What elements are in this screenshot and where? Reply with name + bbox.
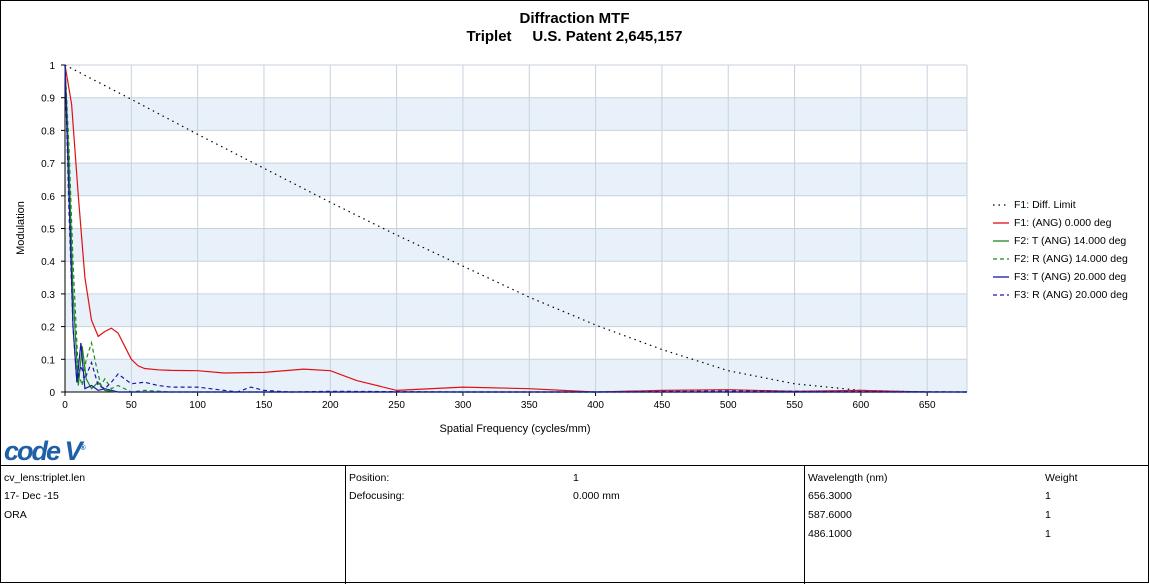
defocus-label: Defocusing: (349, 490, 405, 502)
legend-item-6: F3: R (ANG) 20.000 deg (992, 286, 1128, 304)
codev-logo: code V® (4, 436, 86, 466)
legend-swatch (993, 276, 1009, 278)
x-tick-label: 450 (654, 400, 671, 411)
x-tick-label: 550 (786, 400, 803, 411)
ora-label: ORA (4, 509, 27, 521)
x-tick-label: 150 (256, 400, 273, 411)
band (65, 293, 967, 327)
wavelength-2: 587.6000 (808, 509, 852, 521)
band (65, 163, 967, 196)
x-tick-label: 200 (322, 400, 339, 411)
x-tick-label: 350 (521, 400, 538, 411)
legend-swatch (993, 258, 1009, 260)
y-tick-label: 0.8 (41, 126, 55, 137)
wavelength-1: 656.3000 (808, 490, 852, 502)
weight-2: 1 (1045, 509, 1051, 521)
y-tick-label: 0.3 (41, 290, 55, 301)
series-lines (64, 64, 968, 393)
x-tick-label: 650 (919, 400, 936, 411)
legend-label: F1: (ANG) 0.000 deg (1014, 217, 1112, 229)
y-tick-label: 0.9 (41, 94, 55, 105)
weight-3: 1 (1045, 528, 1051, 540)
y-tick-label: 0.5 (41, 225, 55, 236)
y-tick-label: 0.4 (41, 257, 55, 268)
x-tick-label: 50 (126, 400, 138, 411)
y-tick-label: 0 (49, 388, 55, 399)
band (65, 97, 967, 131)
legend-label: F2: T (ANG) 14.000 deg (1014, 235, 1127, 247)
y-tick-label: 0.2 (41, 323, 55, 334)
plot-bands (65, 97, 967, 392)
x-tick-label: 400 (587, 400, 604, 411)
series-line-1 (64, 64, 928, 393)
y-tick-label: 0.6 (41, 192, 55, 203)
legend-item-1: F1: Diff. Limit (992, 196, 1128, 214)
wavelength-header: Wavelength (nm) (808, 472, 888, 484)
position-value: 1 (573, 472, 579, 484)
y-tick-label: 0.7 (41, 159, 55, 170)
chart-legend: F1: Diff. Limit F1: (ANG) 0.000 deg F2: T … (992, 196, 1128, 304)
chart-subtitle: Triplet U.S. Patent 2,645,157 (466, 28, 683, 45)
chart-title: Diffraction MTF (519, 10, 630, 27)
legend-item-4: F2: R (ANG) 14.000 deg (992, 250, 1128, 268)
y-tick-label: 0.1 (41, 355, 55, 366)
legend-label: F2: R (ANG) 14.000 deg (1014, 253, 1128, 265)
legend-label: F3: T (ANG) 20.000 deg (1014, 271, 1127, 283)
y-tick-label: 1 (49, 61, 55, 72)
band (65, 359, 967, 392)
legend-label: F3: R (ANG) 20.000 deg (1014, 289, 1128, 301)
x-tick-label: 100 (189, 400, 206, 411)
series-line-5 (64, 64, 967, 393)
y-axis-label: Modulation (15, 201, 27, 255)
series-line-4 (64, 64, 967, 393)
legend-item-3: F2: T (ANG) 14.000 deg (992, 232, 1128, 250)
x-axis-label: Spatial Frequency (cycles/mm) (440, 423, 591, 435)
x-tick-label: 300 (455, 400, 472, 411)
date: 17- Dec -15 (4, 490, 59, 502)
legend-swatch (993, 222, 1009, 224)
info-panel: cv_lens:triplet.len 17- Dec -15 ORA Posi… (0, 465, 1149, 584)
series-line-6 (64, 64, 968, 393)
x-tick-label: 250 (388, 400, 405, 411)
legend-item-2: F1: (ANG) 0.000 deg (992, 214, 1128, 232)
weight-1: 1 (1045, 490, 1051, 502)
x-tick-label: 500 (720, 400, 737, 411)
legend-item-5: F3: T (ANG) 20.000 deg (992, 268, 1128, 286)
legend-label: F1: Diff. Limit (1014, 199, 1076, 211)
mtf-chart: 0 0.1 0.2 0.3 0.4 0.5 0.6 0.7 0.8 0.9 1 0 50 100 150 20… (15, 61, 968, 435)
legend-swatch (993, 240, 1009, 242)
wavelength-3: 486.1000 (808, 528, 852, 540)
legend-swatch (993, 204, 1009, 206)
legend-swatch (993, 294, 1009, 296)
defocus-value: 0.000 mm (573, 490, 620, 502)
band (65, 228, 967, 262)
x-tick-label: 0 (62, 400, 68, 411)
weight-header: Weight (1045, 472, 1078, 484)
lens-file: cv_lens:triplet.len (4, 472, 86, 484)
tick-labels: 0 0.1 0.2 0.3 0.4 0.5 0.6 0.7 0.8 0.9 1 0 50 100 150 20… (41, 61, 936, 411)
position-label: Position: (349, 472, 390, 484)
x-tick-label: 600 (853, 400, 870, 411)
